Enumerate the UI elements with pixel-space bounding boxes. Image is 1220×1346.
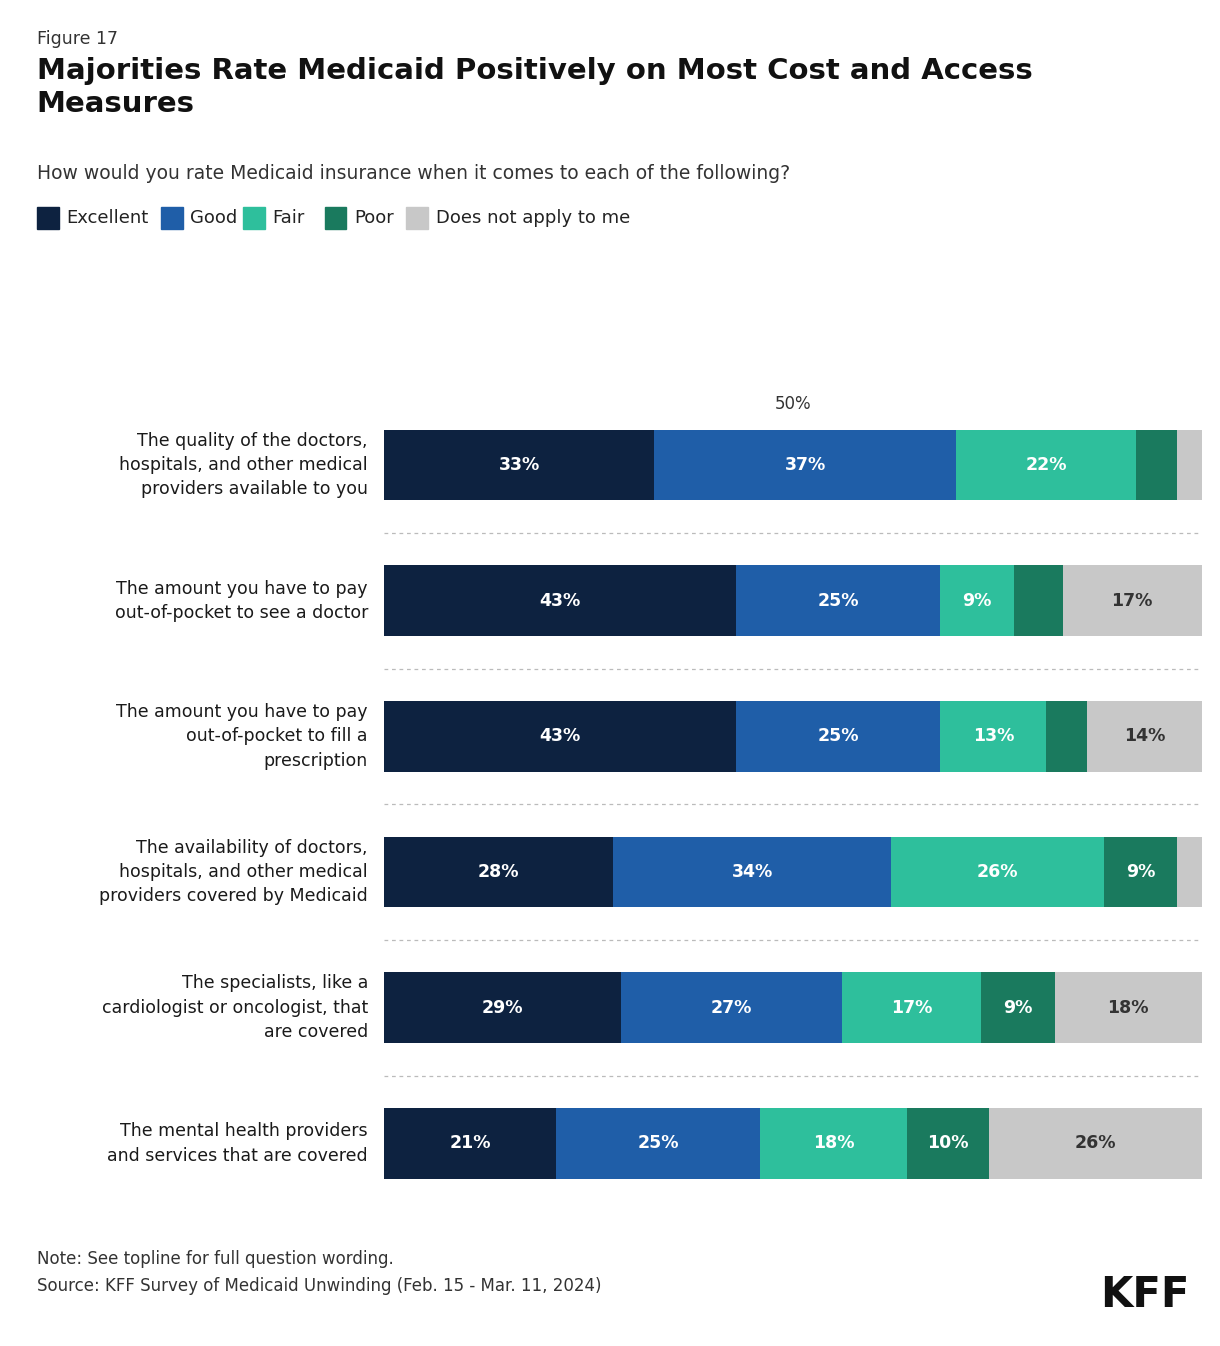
Bar bbox=[1177, 837, 1202, 907]
Bar bbox=[736, 565, 941, 635]
Text: The amount you have to pay
out-of-pocket to see a doctor: The amount you have to pay out-of-pocket… bbox=[115, 580, 368, 622]
Text: 50%: 50% bbox=[775, 396, 811, 413]
Text: 33%: 33% bbox=[499, 456, 539, 474]
Text: Excellent: Excellent bbox=[66, 209, 148, 227]
Bar bbox=[614, 837, 891, 907]
Text: KFF: KFF bbox=[1100, 1275, 1190, 1316]
Bar bbox=[956, 429, 1136, 501]
Text: The quality of the doctors,
hospitals, and other medical
providers available to : The quality of the doctors, hospitals, a… bbox=[120, 432, 368, 498]
Text: Good: Good bbox=[190, 209, 238, 227]
Text: 25%: 25% bbox=[637, 1135, 678, 1152]
Bar bbox=[654, 429, 956, 501]
Bar bbox=[556, 1108, 760, 1179]
Text: 17%: 17% bbox=[891, 999, 932, 1016]
Bar bbox=[1104, 837, 1177, 907]
Bar bbox=[384, 429, 654, 501]
Bar bbox=[1087, 701, 1202, 771]
Text: 9%: 9% bbox=[963, 592, 992, 610]
Text: How would you rate Medicaid insurance when it comes to each of the following?: How would you rate Medicaid insurance wh… bbox=[37, 164, 789, 183]
Bar bbox=[1136, 429, 1177, 501]
Text: 17%: 17% bbox=[1111, 592, 1153, 610]
Bar bbox=[908, 1108, 989, 1179]
Text: 43%: 43% bbox=[539, 727, 581, 746]
Bar bbox=[384, 565, 736, 635]
Text: Does not apply to me: Does not apply to me bbox=[436, 209, 630, 227]
Text: Figure 17: Figure 17 bbox=[37, 30, 117, 47]
Bar bbox=[384, 837, 614, 907]
Text: 25%: 25% bbox=[817, 727, 859, 746]
Text: The mental health providers
and services that are covered: The mental health providers and services… bbox=[107, 1123, 368, 1164]
Text: Fair: Fair bbox=[272, 209, 305, 227]
Text: 9%: 9% bbox=[1126, 863, 1155, 882]
Text: 13%: 13% bbox=[972, 727, 1014, 746]
Bar bbox=[981, 972, 1054, 1043]
Text: 18%: 18% bbox=[1108, 999, 1149, 1016]
Text: Source: KFF Survey of Medicaid Unwinding (Feb. 15 - Mar. 11, 2024): Source: KFF Survey of Medicaid Unwinding… bbox=[37, 1277, 601, 1295]
Bar bbox=[941, 701, 1047, 771]
Text: 18%: 18% bbox=[813, 1135, 855, 1152]
Text: Note: See topline for full question wording.: Note: See topline for full question word… bbox=[37, 1250, 393, 1268]
Bar bbox=[989, 1108, 1202, 1179]
Text: 43%: 43% bbox=[539, 592, 581, 610]
Text: 25%: 25% bbox=[817, 592, 859, 610]
Text: Majorities Rate Medicaid Positively on Most Cost and Access
Measures: Majorities Rate Medicaid Positively on M… bbox=[37, 57, 1032, 118]
Text: 34%: 34% bbox=[732, 863, 772, 882]
Bar bbox=[891, 837, 1104, 907]
Text: The availability of doctors,
hospitals, and other medical
providers covered by M: The availability of doctors, hospitals, … bbox=[99, 839, 368, 906]
Text: 26%: 26% bbox=[1075, 1135, 1116, 1152]
Bar bbox=[941, 565, 1014, 635]
Text: 14%: 14% bbox=[1124, 727, 1165, 746]
Text: 37%: 37% bbox=[784, 456, 826, 474]
Text: The amount you have to pay
out-of-pocket to fill a
prescription: The amount you have to pay out-of-pocket… bbox=[116, 703, 368, 770]
Bar bbox=[1054, 972, 1202, 1043]
Bar bbox=[842, 972, 981, 1043]
Bar bbox=[621, 972, 842, 1043]
Text: 21%: 21% bbox=[449, 1135, 490, 1152]
Bar bbox=[384, 701, 736, 771]
Text: Poor: Poor bbox=[354, 209, 394, 227]
Bar bbox=[760, 1108, 908, 1179]
Bar bbox=[384, 972, 621, 1043]
Bar bbox=[1047, 701, 1087, 771]
Bar bbox=[1177, 429, 1202, 501]
Text: The specialists, like a
cardiologist or oncologist, that
are covered: The specialists, like a cardiologist or … bbox=[101, 975, 368, 1040]
Text: 9%: 9% bbox=[1003, 999, 1032, 1016]
Text: 28%: 28% bbox=[478, 863, 520, 882]
Text: 22%: 22% bbox=[1026, 456, 1068, 474]
Text: 29%: 29% bbox=[482, 999, 523, 1016]
Text: 26%: 26% bbox=[976, 863, 1019, 882]
Bar bbox=[1014, 565, 1063, 635]
Text: 10%: 10% bbox=[927, 1135, 969, 1152]
Bar bbox=[384, 1108, 556, 1179]
Bar bbox=[736, 701, 941, 771]
Text: 27%: 27% bbox=[711, 999, 753, 1016]
Bar bbox=[1063, 565, 1202, 635]
